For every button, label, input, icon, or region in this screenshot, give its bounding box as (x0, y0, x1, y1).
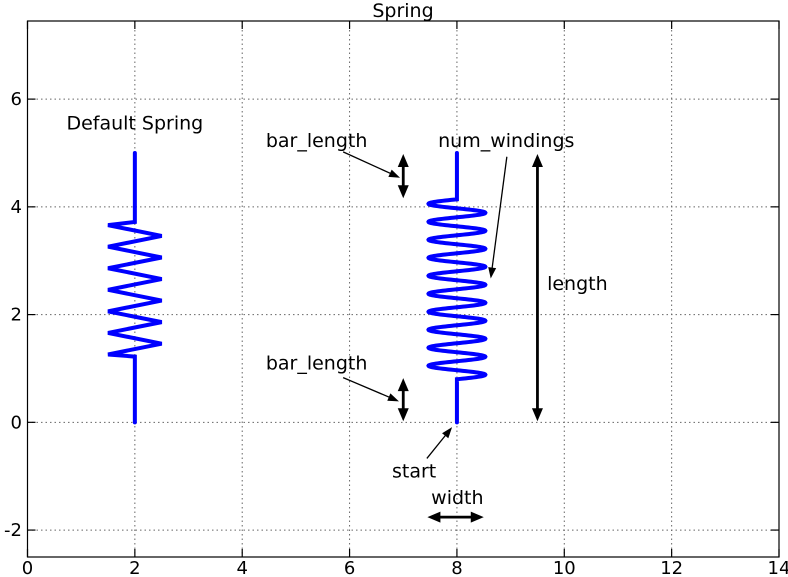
start-label: start (392, 460, 436, 482)
x-tick-label: 8 (451, 558, 462, 577)
bar-length-top-label: bar_length (266, 130, 368, 152)
annotation-layer: Default Spring bar_length num_windingsleng… (66, 112, 608, 523)
start-pointer-head (442, 427, 453, 439)
num-windings-pointer-head (488, 267, 497, 279)
x-tick-label: 6 (344, 558, 355, 577)
width-arrow-head (427, 511, 441, 523)
width-arrow-head (470, 511, 484, 523)
bar-length-top-pointer-shaft (342, 151, 394, 176)
bar-length-bottom-arrow-head (397, 378, 409, 392)
length-label: length (547, 273, 608, 295)
y-tick-label: 0 (11, 412, 22, 433)
bar-length-bottom-pointer-head (387, 393, 399, 402)
bar-length-bottom-arrow-head (397, 408, 409, 422)
axes-box (26, 20, 780, 558)
length-arrow-head (531, 154, 543, 168)
x-tick-label: 2 (129, 558, 140, 577)
y-tick-label: -2 (4, 520, 22, 541)
x-tick-label: 14 (768, 558, 788, 577)
bar-length-top-pointer-head (388, 169, 401, 178)
start-pointer-shaft (426, 432, 448, 459)
plot-title: Spring (372, 0, 433, 22)
spring-default (107, 150, 163, 425)
y-tick-label: 6 (11, 89, 22, 110)
grid-layer (27, 21, 779, 557)
bar-length-bottom-pointer-shaft (342, 377, 392, 399)
num-windings-label: num_windings (438, 130, 574, 152)
y-tick-label: 2 (11, 305, 22, 326)
bar-length-bottom-label: bar_length (266, 353, 368, 375)
y-tick-label: 4 (11, 197, 22, 218)
num-windings-pointer-shaft (491, 156, 508, 271)
x-tick-label: 12 (660, 558, 683, 577)
bar-length-top-arrow-head (397, 154, 409, 168)
x-tick-label: 0 (22, 558, 33, 577)
spring-annotated (426, 150, 488, 425)
x-tick-label: 10 (553, 558, 576, 577)
width-label: width (431, 487, 483, 509)
bar-length-top-arrow-head (397, 185, 409, 199)
x-tick-label: 4 (236, 558, 247, 577)
default-spring-label: Default Spring (66, 112, 203, 134)
length-arrow-head (531, 408, 543, 422)
spring-layer (107, 150, 488, 425)
